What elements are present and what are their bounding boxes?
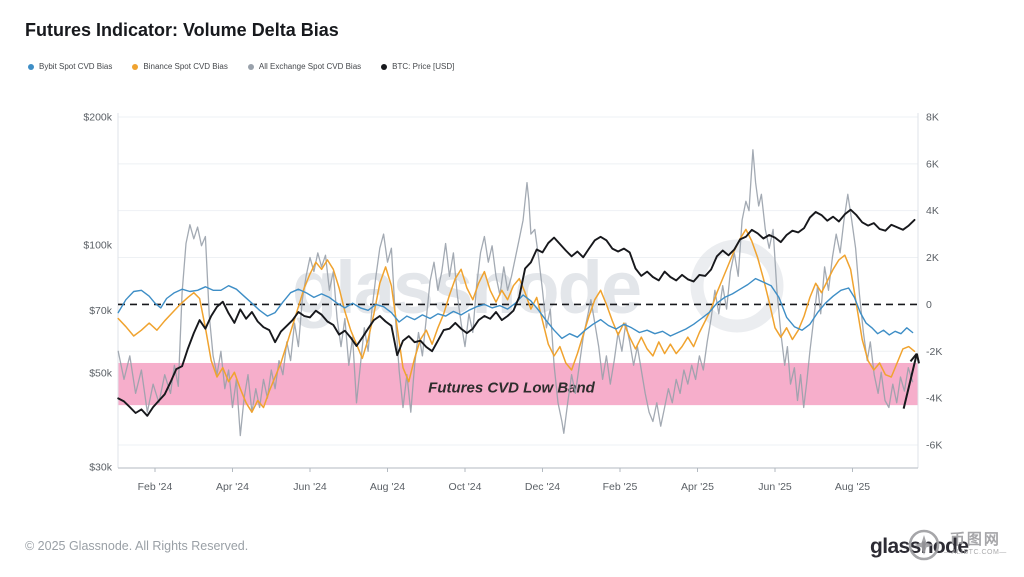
- band-label: Futures CVD Low Band: [428, 380, 596, 397]
- x-tick-label: Aug '24: [370, 481, 405, 493]
- arrow-head-icon: [915, 353, 920, 364]
- series-line-bybit: [117, 277, 914, 340]
- legend-label: All Exchange Spot CVD Bias: [258, 62, 362, 71]
- y-right-tick-label: -4K: [926, 393, 942, 405]
- series-line-binance: [117, 228, 916, 413]
- copyright-text: © 2025 Glassnode. All Rights Reserved.: [25, 539, 249, 553]
- legend-item-binance[interactable]: Binance Spot CVD Bias: [132, 62, 228, 71]
- cvd-low-band: [118, 362, 918, 406]
- y-right-tick-label: 4K: [926, 205, 939, 217]
- legend-label: BTC: Price [USD]: [392, 62, 455, 71]
- y-right-tick-label: 2K: [926, 252, 939, 264]
- x-tick-label: Dec '24: [525, 481, 560, 493]
- y-left-tick-label: $200k: [83, 112, 112, 124]
- x-tick-label: Jun '24: [293, 481, 327, 493]
- y-right-tick-label: 6K: [926, 158, 939, 170]
- x-tick-label: Feb '25: [603, 481, 638, 493]
- y-left-tick-label: $100k: [83, 239, 112, 251]
- legend-label: Bybit Spot CVD Bias: [39, 62, 113, 71]
- legend-dot-all-exchange: [247, 63, 254, 70]
- legend-item-all-exchange[interactable]: All Exchange Spot CVD Bias: [247, 62, 362, 71]
- y-right-tick-label: -6K: [926, 439, 942, 451]
- alibtc-watermark-chars: 币图网: [949, 531, 1001, 548]
- x-tick-label: Apr '25: [681, 481, 714, 493]
- y-right-tick-label: 8K: [926, 111, 939, 123]
- x-tick-label: Apr '24: [216, 481, 249, 493]
- y-left-tick-label: $50k: [89, 367, 113, 379]
- x-tick-label: Aug '25: [835, 481, 870, 493]
- y-left-tick-label: $30k: [89, 461, 113, 473]
- arrow-head-icon: [909, 352, 918, 362]
- legend-dot-bybit: [28, 63, 34, 70]
- x-tick-label: Jun '25: [758, 481, 792, 493]
- y-right-tick-label: 0: [926, 299, 932, 311]
- arrow-annotation: [902, 353, 918, 409]
- legend-item-bybit[interactable]: Bybit Spot CVD Bias: [28, 62, 112, 71]
- legend-item-btc-price[interactable]: BTC: Price [USD]: [381, 62, 454, 71]
- y-right-tick-label: -2K: [926, 346, 942, 358]
- legend-dot-btc-price: [381, 63, 388, 70]
- legend-dot-binance: [132, 63, 139, 70]
- legend-label: Binance Spot CVD Bias: [143, 62, 228, 71]
- legend: Bybit Spot CVD Bias Binance Spot CVD Bia…: [28, 62, 454, 71]
- x-tick-label: Oct '24: [449, 481, 482, 493]
- page-title: Futures Indicator: Volume Delta Bias: [25, 20, 339, 40]
- alibtc-watermark: 币图网 —ALIBTC.COM—: [906, 526, 1007, 562]
- x-tick-label: Feb '24: [138, 481, 173, 493]
- alibtc-watermark-domain: —ALIBTC.COM—: [944, 549, 1007, 556]
- alibtc-badge-icon: [908, 529, 940, 561]
- series-line-btc-price: [117, 208, 916, 417]
- y-left-tick-label: $70k: [89, 305, 113, 317]
